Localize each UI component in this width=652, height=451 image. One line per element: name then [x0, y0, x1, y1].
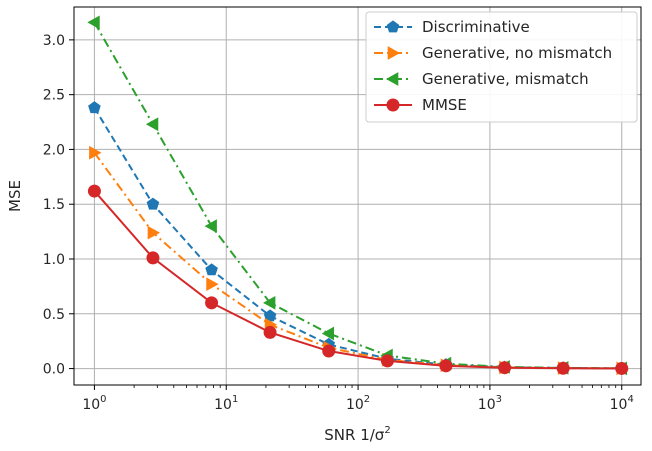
x-axis-title: SNR 1/σ2	[324, 425, 390, 444]
series-3	[87, 184, 629, 375]
series-line	[93, 190, 622, 370]
data-point	[615, 361, 629, 375]
data-point	[263, 309, 277, 322]
plot-frame	[73, 6, 642, 386]
data-point	[146, 251, 160, 265]
data-point	[439, 359, 453, 373]
y-tick-label: 0.5	[43, 307, 65, 323]
data-point	[89, 145, 102, 160]
legend-item: Discriminative	[374, 18, 530, 36]
data-point	[87, 15, 100, 30]
legend-item: MMSE	[374, 96, 467, 114]
data-point	[322, 344, 336, 358]
legend-item: Generative, no mismatch	[374, 44, 612, 62]
legend-item: Generative, mismatch	[374, 70, 589, 88]
data-point	[263, 295, 276, 310]
legend-marker	[385, 72, 399, 86]
data-point	[556, 361, 570, 375]
legend-label: MMSE	[422, 96, 467, 114]
y-tick-label: 2.0	[43, 142, 65, 158]
series-line	[93, 107, 622, 370]
data-point	[205, 263, 218, 276]
legend-label: Discriminative	[422, 18, 530, 36]
y-tick-label: 2.5	[43, 88, 65, 104]
legend-label: Generative, no mismatch	[422, 44, 612, 62]
x-tick-label: 102	[346, 394, 370, 413]
data-point	[146, 197, 160, 210]
series-line	[93, 21, 622, 370]
series-layer	[87, 15, 629, 376]
ticks: 100 101 102 103 104 0.0 0.5 1.0 1.5 2.0 2.5 3.0	[43, 33, 634, 413]
legend-marker	[386, 20, 400, 33]
data-point	[205, 296, 219, 310]
y-tick-label: 1.5	[43, 197, 65, 213]
x-tick-label: 104	[610, 394, 634, 413]
data-point	[321, 326, 335, 341]
x-tick-label: 103	[478, 394, 502, 413]
data-point	[263, 325, 277, 339]
grid	[74, 7, 641, 385]
legend-box	[365, 11, 638, 123]
series-1	[89, 145, 629, 376]
data-point	[498, 361, 512, 375]
data-point	[204, 219, 217, 233]
data-point	[206, 277, 219, 292]
y-axis-title: MSE	[6, 180, 24, 212]
data-point	[87, 184, 101, 198]
x-tick-label: 100	[82, 394, 106, 413]
legend-marker	[386, 98, 400, 112]
legend-marker	[387, 46, 401, 60]
legend-label: Generative, mismatch	[422, 70, 589, 88]
data-point	[380, 354, 394, 368]
data-point	[88, 101, 101, 114]
legend: Discriminative Generative, no mismatch Gen…	[365, 11, 638, 123]
x-tick-label: 101	[214, 394, 238, 413]
y-tick-label: 1.0	[43, 252, 65, 268]
y-tick-label: 3.0	[43, 33, 65, 49]
data-point	[145, 117, 159, 132]
data-point	[147, 225, 160, 240]
y-tick-label: 0.0	[43, 362, 65, 378]
